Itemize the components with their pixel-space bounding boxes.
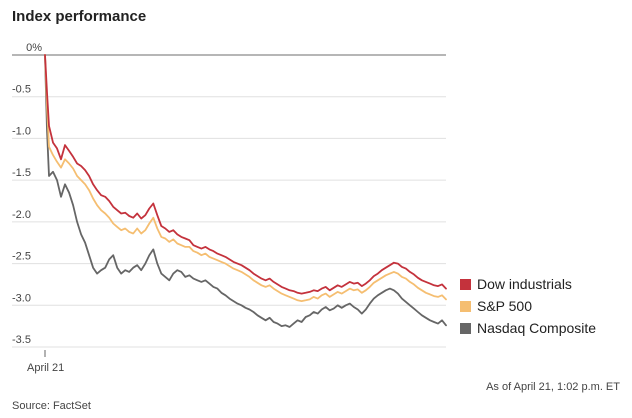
y-tick-label: -0.5 xyxy=(12,84,31,96)
legend-label-s-p-500: S&P 500 xyxy=(477,298,532,314)
legend: Dow industrials S&P 500 Nasdaq Composite xyxy=(460,276,596,336)
y-tick-label: -3.0 xyxy=(12,292,31,304)
legend-swatch-dow-industrials xyxy=(460,279,471,290)
series-lines xyxy=(44,54,447,328)
legend-swatch-s-p-500 xyxy=(460,301,471,312)
y-tick-label: -1.5 xyxy=(12,167,31,179)
y-tick-label: 0% xyxy=(26,42,42,54)
y-tick-label: -2.5 xyxy=(12,251,31,263)
y-tick-label: -1.0 xyxy=(12,125,31,137)
x-tick-label: April 21 xyxy=(27,362,64,374)
series-line-dow-industrials xyxy=(44,54,447,295)
legend-swatch-nasdaq-composite xyxy=(460,323,471,334)
source-note: Source: FactSet xyxy=(12,400,91,412)
legend-label-nasdaq-composite: Nasdaq Composite xyxy=(477,320,596,336)
timestamp-note: As of April 21, 1:02 p.m. ET xyxy=(486,381,620,393)
grid-lines xyxy=(12,54,446,357)
y-tick-label: -2.0 xyxy=(12,209,31,221)
y-tick-label: -3.5 xyxy=(12,334,31,346)
series-line-nasdaq-composite xyxy=(44,54,447,328)
series-line-s-p-500 xyxy=(44,54,447,302)
legend-label-dow-industrials: Dow industrials xyxy=(477,276,572,292)
y-axis-ticks: 0% -0.5 -1.0 -1.5 -2.0 -2.5 -3.0 -3.5 April 21 xyxy=(12,42,64,374)
chart-title: Index performance xyxy=(12,8,146,25)
